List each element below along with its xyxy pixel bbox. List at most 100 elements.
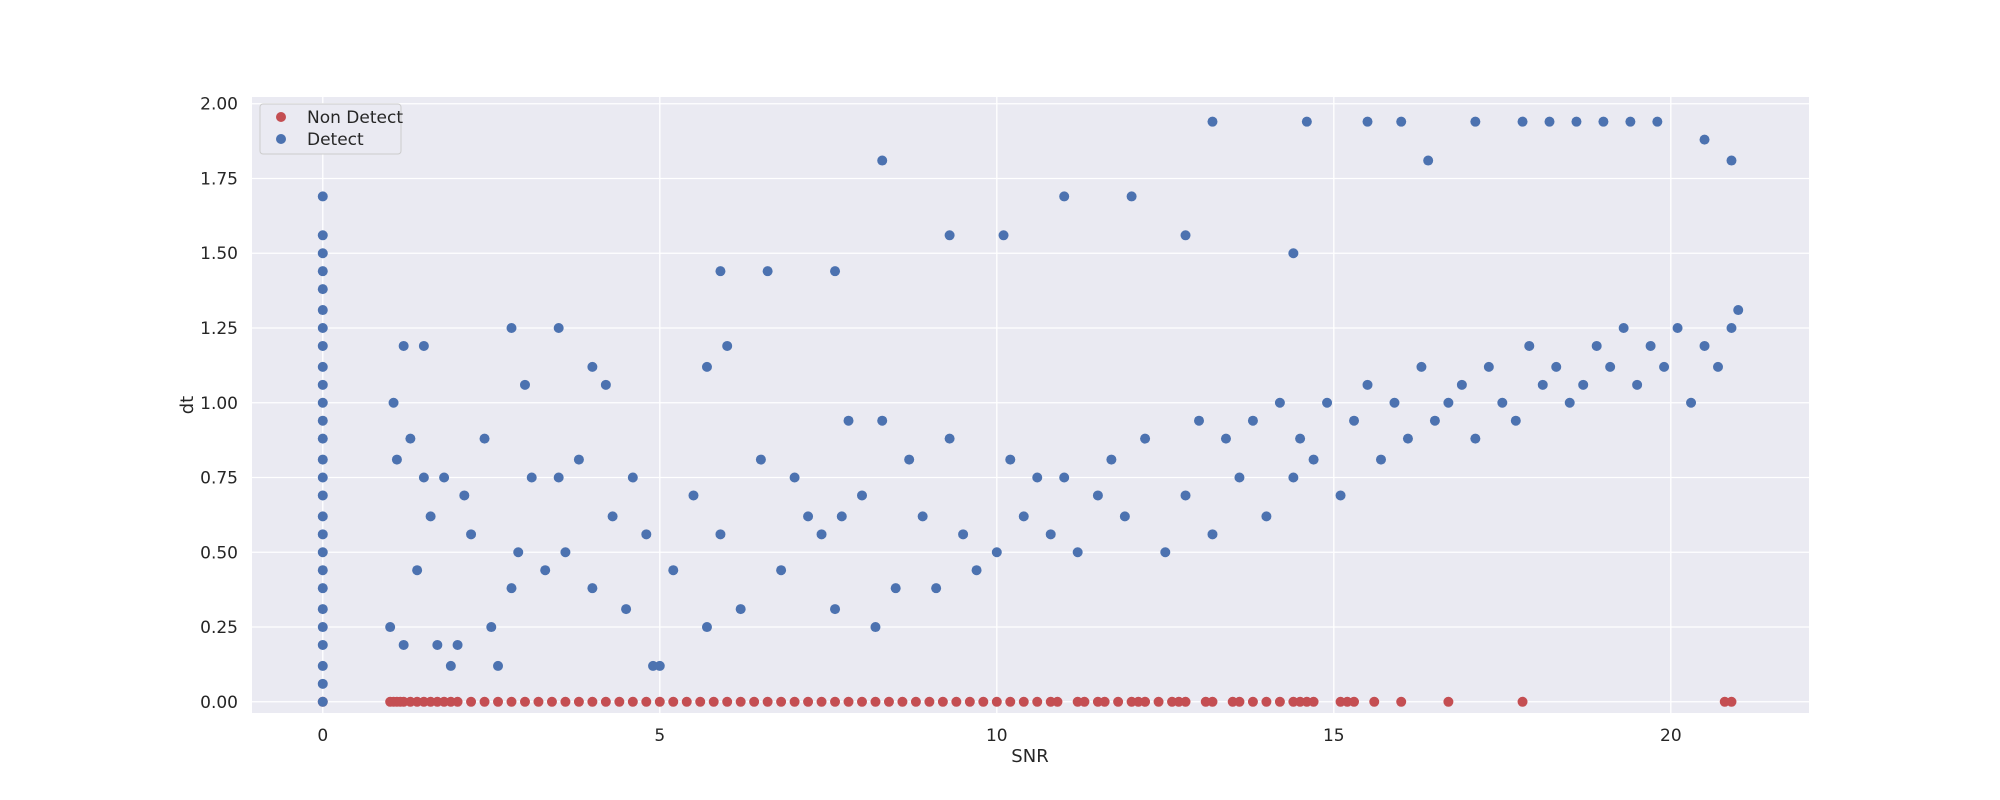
scatter-point: [951, 696, 962, 707]
legend-box: [259, 103, 402, 155]
scatter-point: [388, 397, 399, 408]
scatter-point: [317, 397, 328, 408]
scatter-point: [1402, 433, 1413, 444]
scatter-point: [1389, 397, 1400, 408]
scatter-point: [418, 472, 429, 483]
y-tick-label: 1.00: [200, 394, 238, 414]
scatter-point: [917, 511, 928, 522]
scatter-point: [627, 472, 638, 483]
scatter-point: [493, 660, 504, 671]
scatter-point: [924, 696, 935, 707]
scatter-point: [519, 379, 530, 390]
scatter-point: [1456, 379, 1467, 390]
x-tick-label: 20: [1660, 726, 1682, 746]
scatter-point: [519, 696, 530, 707]
scatter-point: [978, 696, 989, 707]
x-tick-label: 10: [986, 726, 1008, 746]
scatter-point: [1645, 340, 1656, 351]
scatter-point: [1052, 696, 1063, 707]
scatter-point: [405, 433, 416, 444]
scatter-point: [937, 696, 948, 707]
scatter-point: [486, 622, 497, 633]
scatter-point: [391, 454, 402, 465]
scatter-point: [830, 696, 841, 707]
scatter-point: [1726, 696, 1737, 707]
scatter-point: [1308, 696, 1319, 707]
x-tick-label: 15: [1323, 726, 1345, 746]
scatter-point: [506, 696, 517, 707]
scatter-point: [506, 323, 517, 333]
scatter-point: [991, 696, 1002, 707]
scatter-point: [668, 696, 679, 707]
scatter-point: [1429, 415, 1440, 426]
scatter-point: [1207, 529, 1218, 540]
scatter-point: [681, 696, 692, 707]
scatter-point: [317, 230, 328, 241]
scatter-point: [1349, 415, 1360, 426]
scatter-point: [573, 454, 584, 465]
scatter-point: [1578, 379, 1589, 390]
y-tick-label: 0.00: [200, 693, 238, 713]
scatter-point: [1059, 191, 1070, 202]
x-tick-labels: 0 5 10 15 20: [317, 726, 1681, 746]
scatter-point: [1396, 116, 1407, 127]
scatter-point: [830, 604, 841, 615]
scatter-point: [803, 696, 814, 707]
scatter-point: [762, 266, 773, 277]
scatter-point: [803, 511, 814, 522]
scatter-point: [398, 639, 409, 650]
plot-area: [252, 97, 1809, 713]
scatter-point: [1362, 116, 1373, 127]
scatter-point: [398, 340, 409, 351]
scatter-point: [1375, 454, 1386, 465]
scatter-point: [1632, 379, 1643, 390]
scatter-point: [1483, 361, 1494, 372]
scatter-point: [466, 696, 477, 707]
x-tick-label: 5: [654, 726, 665, 746]
scatter-point: [1180, 696, 1191, 707]
scatter-point: [931, 583, 942, 594]
scatter-point: [1018, 696, 1029, 707]
scatter-point: [540, 565, 551, 576]
scatter-point: [1261, 696, 1272, 707]
legend-label-detect: Detect: [307, 130, 364, 150]
scatter-point: [1517, 116, 1528, 127]
scatter-point: [944, 433, 955, 444]
scatter-point: [452, 696, 463, 707]
scatter-point: [533, 696, 544, 707]
scatter-point: [1335, 490, 1346, 501]
scatter-point: [1005, 696, 1016, 707]
scatter-point: [1092, 490, 1103, 501]
scatter-point: [755, 454, 766, 465]
scatter-point: [1659, 361, 1670, 372]
scatter-point: [317, 454, 328, 465]
legend-marker-non-detect: [276, 112, 286, 122]
scatter-point: [459, 490, 470, 501]
scatter-point: [317, 639, 328, 650]
scatter-point: [877, 155, 888, 166]
scatter-point: [789, 472, 800, 483]
scatter-point: [1032, 472, 1043, 483]
y-tick-label: 0.75: [200, 469, 238, 489]
scatter-point: [587, 583, 598, 594]
scatter-point: [1686, 397, 1697, 408]
scatter-point: [722, 340, 733, 351]
scatter-point: [836, 511, 847, 522]
scatter-point: [735, 696, 746, 707]
scatter-point: [1443, 397, 1454, 408]
legend-marker-detect: [276, 134, 286, 144]
scatter-point: [493, 696, 504, 707]
scatter-point: [432, 639, 443, 650]
scatter-point: [735, 604, 746, 615]
scatter-point: [1510, 415, 1521, 426]
scatter-point: [553, 472, 564, 483]
scatter-point: [776, 696, 787, 707]
scatter-point: [1301, 116, 1312, 127]
scatter-point: [607, 511, 618, 522]
scatter-point: [816, 696, 827, 707]
scatter-point: [1564, 397, 1575, 408]
scatter-point: [317, 433, 328, 444]
scatter-point: [856, 490, 867, 501]
scatter-point: [1295, 433, 1306, 444]
